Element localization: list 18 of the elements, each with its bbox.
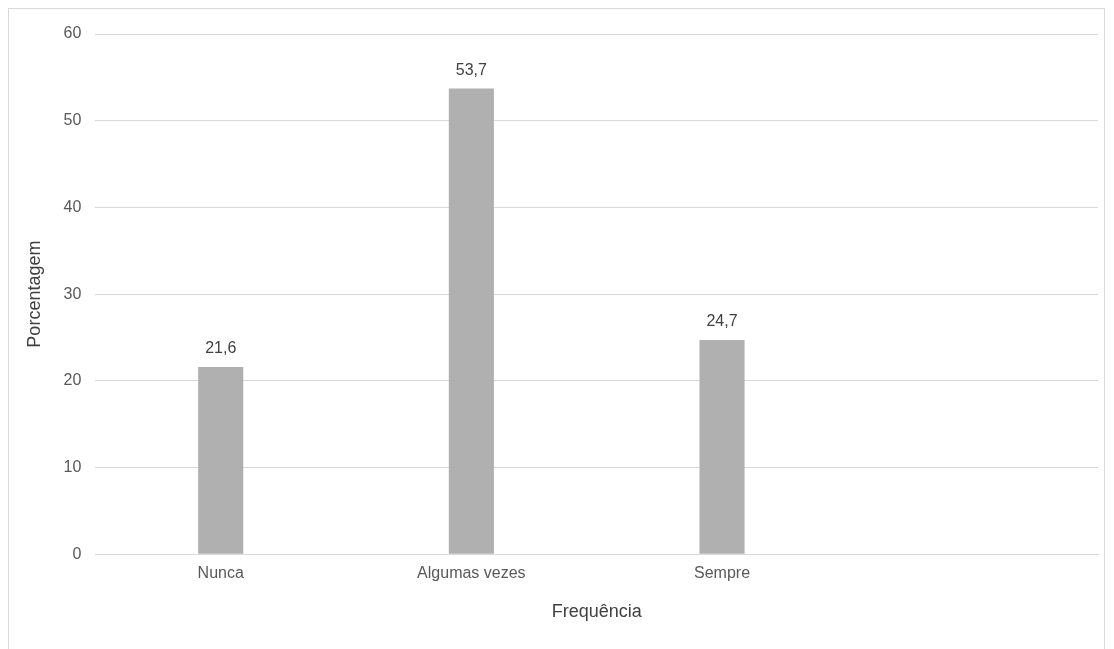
- y-tick-label: 30: [63, 284, 82, 302]
- x-tick-label: Nunca: [197, 564, 244, 582]
- y-tick-label: 40: [63, 197, 82, 215]
- x-tick-label: Algumas vezes: [417, 564, 526, 582]
- y-tick-label: 50: [63, 111, 82, 129]
- y-tick-label: 0: [72, 544, 82, 562]
- bar: [699, 340, 745, 554]
- bar: [198, 366, 244, 554]
- data-label: 53,7: [455, 61, 488, 79]
- x-axis-title: Frequência: [551, 601, 643, 622]
- y-tick-label: 60: [63, 24, 82, 42]
- y-axis-title: Porcentagem: [23, 240, 44, 348]
- bar: [448, 88, 494, 554]
- y-tick-label: 10: [63, 457, 82, 475]
- x-tick-label: Sempre: [694, 564, 751, 582]
- y-tick-label: 20: [63, 371, 82, 389]
- data-label: 21,6: [205, 339, 237, 357]
- data-label: 24,7: [706, 312, 738, 330]
